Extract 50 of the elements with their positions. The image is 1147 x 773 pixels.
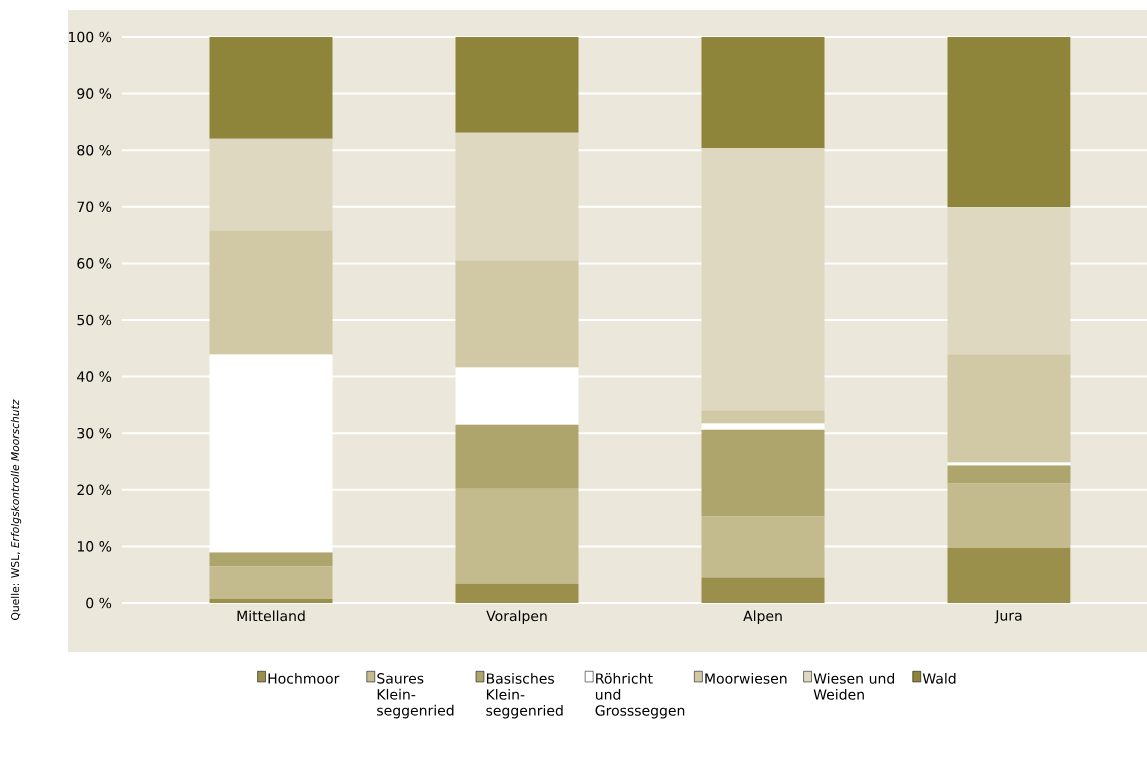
bar: [701, 577, 825, 603]
y-tick-label: 20 %: [77, 484, 112, 496]
legend-label: Röhricht und Grossseggen: [595, 672, 685, 719]
y-tick-label: 10 %: [77, 541, 112, 552]
bar: [209, 230, 333, 355]
bar: [455, 424, 579, 489]
bar: [947, 465, 1071, 484]
x-tick-label: Alpen: [743, 610, 782, 624]
y-tick-label: 0 %: [86, 597, 112, 609]
bar: [947, 36, 1071, 208]
x-tick-label: Voralpen: [486, 610, 547, 624]
bar: [947, 207, 1071, 355]
legend-label: Basisches Klein-seggenried: [486, 672, 563, 719]
legend-label: Moorwiesen: [705, 672, 787, 684]
legend-label: Wiesen und Weiden: [813, 672, 895, 700]
bar: [947, 483, 1071, 549]
bar: [701, 429, 825, 517]
y-tick-label: 30 %: [77, 427, 112, 439]
bar: [455, 367, 579, 425]
bar: [701, 410, 825, 424]
bar: [209, 566, 333, 600]
x-tick-label: Jura: [994, 610, 1022, 624]
y-tick-label: 70 %: [77, 201, 112, 213]
legend-label: Hochmoor: [268, 672, 340, 684]
bar: [455, 583, 579, 603]
bar: [209, 36, 333, 139]
bar: [701, 36, 825, 148]
y-tick-label: 80 %: [77, 144, 112, 156]
bar: [455, 132, 579, 261]
bar: [455, 488, 579, 584]
bar: [209, 138, 333, 231]
y-tick-label: 40 %: [77, 371, 112, 382]
y-tick-label: 100 %: [69, 31, 112, 43]
y-tick-label: 90 %: [77, 88, 112, 99]
bar: [209, 552, 333, 567]
bar: [455, 260, 579, 368]
legend-label: Saures Klein-seggenried: [377, 673, 454, 719]
bar: [701, 147, 825, 411]
bar: [701, 423, 825, 430]
x-tick-label: Mittelland: [237, 610, 305, 622]
bar: [947, 548, 1071, 603]
bar: [701, 516, 825, 578]
legend-label: Wald: [922, 672, 956, 684]
y-tick-label: 60 %: [77, 258, 112, 269]
y-tick-label: 50 %: [77, 314, 112, 326]
bar: [455, 36, 579, 133]
bar: [947, 354, 1071, 463]
bar: [209, 354, 333, 553]
bar: [209, 599, 333, 603]
source-note: Quelle: WSL, Erfolgskontrolle Moorschutz: [10, 399, 22, 620]
